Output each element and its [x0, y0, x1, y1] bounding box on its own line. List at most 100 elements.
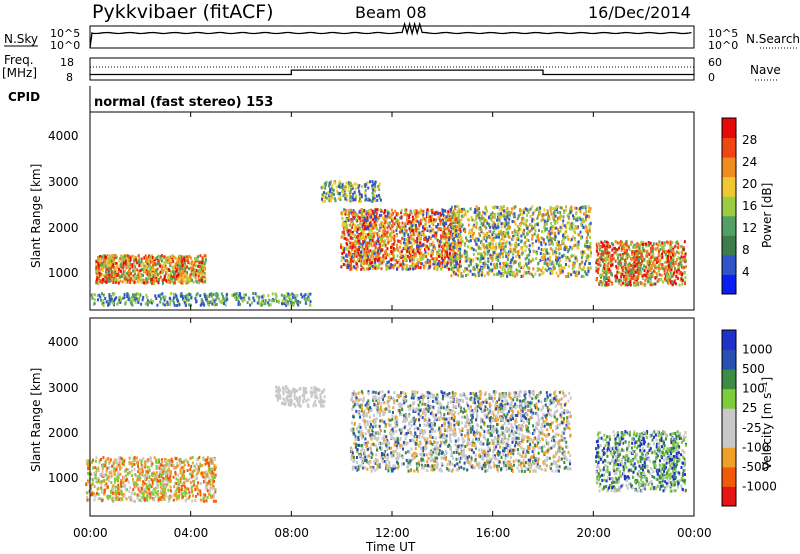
- scatter-mark: [506, 263, 509, 267]
- scatter-mark: [575, 206, 578, 210]
- scatter-mark: [463, 269, 466, 273]
- scatter-mark: [107, 259, 109, 263]
- scatter-mark: [149, 300, 151, 304]
- scatter-mark: [657, 269, 660, 273]
- scatter-mark: [422, 229, 425, 232]
- scatter-mark: [618, 246, 621, 250]
- scatter-mark: [670, 268, 673, 272]
- scatter-mark: [386, 264, 388, 268]
- scatter-mark: [445, 222, 448, 226]
- scatter-mark: [321, 197, 323, 201]
- scatter-mark: [413, 209, 416, 213]
- scatter-mark: [164, 255, 167, 259]
- scatter-mark: [134, 293, 137, 297]
- scatter-mark: [450, 274, 453, 278]
- scatter-mark: [605, 273, 608, 277]
- scatter-mark: [457, 212, 460, 215]
- scatter-mark: [432, 240, 435, 244]
- scatter-mark: [416, 262, 419, 266]
- scatter-mark: [339, 198, 342, 202]
- scatter-mark: [364, 225, 367, 228]
- scatter-mark: [587, 247, 590, 251]
- scatter-mark: [636, 262, 639, 266]
- scatter-mark: [633, 283, 636, 287]
- scatter-mark: [341, 245, 344, 249]
- scatter-mark: [650, 263, 653, 267]
- scatter-mark: [455, 234, 458, 237]
- scatter-mark: [400, 216, 403, 220]
- scatter-mark: [521, 246, 524, 249]
- scatter-mark: [650, 267, 653, 271]
- scatter-mark: [475, 238, 478, 242]
- scatter-mark: [348, 223, 351, 227]
- scatter-mark: [388, 216, 391, 219]
- scatter-mark: [465, 267, 468, 271]
- scatter-mark: [104, 272, 107, 276]
- scatter-mark: [668, 279, 671, 282]
- scatter-mark: [596, 258, 599, 262]
- scatter-mark: [345, 181, 348, 185]
- scatter-mark: [156, 273, 159, 276]
- scatter-mark: [120, 260, 123, 264]
- scatter-mark: [654, 270, 657, 274]
- scatter-mark: [570, 254, 573, 258]
- scatter-mark: [542, 218, 545, 221]
- scatter-mark: [600, 249, 603, 253]
- scatter-mark: [563, 211, 566, 215]
- noise-left-tick-top: 10^5: [50, 27, 80, 40]
- scatter-mark: [634, 262, 637, 266]
- scatter-mark: [380, 267, 383, 271]
- scatter-mark: [321, 193, 324, 197]
- scatter-mark: [109, 276, 112, 280]
- scatter-mark: [396, 254, 399, 258]
- scatter-mark: [461, 207, 463, 211]
- scatter-mark: [509, 261, 512, 265]
- scatter-mark: [209, 300, 212, 304]
- scatter-mark: [652, 282, 655, 286]
- scatter-mark: [343, 230, 345, 234]
- scatter-mark: [607, 276, 610, 280]
- scatter-mark: [96, 294, 99, 297]
- scatter-mark: [483, 217, 485, 221]
- scatter-mark: [505, 251, 507, 255]
- scatter-mark: [530, 228, 533, 232]
- scatter-mark: [445, 227, 448, 231]
- scatter-mark: [553, 207, 556, 211]
- scatter-mark: [542, 213, 545, 217]
- scatter-mark: [623, 282, 625, 286]
- scatter-mark: [138, 272, 141, 276]
- scatter-mark: [635, 253, 638, 257]
- scatter-mark: [497, 259, 500, 262]
- scatter-mark: [474, 274, 477, 278]
- scatter-mark: [480, 273, 483, 277]
- scatter-mark: [151, 281, 153, 285]
- scatter-mark: [215, 302, 218, 306]
- scatter-mark: [267, 294, 270, 298]
- scatter-mark: [115, 280, 117, 284]
- scatter-mark: [558, 243, 561, 247]
- scatter-mark: [559, 206, 562, 210]
- scatter-mark: [391, 229, 394, 233]
- scatter-mark: [352, 254, 355, 258]
- scatter-mark: [124, 277, 127, 281]
- scatter-mark: [459, 220, 462, 224]
- scatter-mark: [390, 257, 393, 261]
- scatter-mark: [321, 185, 324, 189]
- scatter-mark: [490, 218, 493, 222]
- scatter-mark: [180, 281, 183, 285]
- scatter-mark: [640, 262, 643, 265]
- scatter-mark: [439, 222, 442, 226]
- scatter-mark: [544, 229, 547, 233]
- scatter-mark: [508, 213, 511, 217]
- scatter-mark: [426, 239, 429, 243]
- scatter-mark: [640, 256, 643, 260]
- scatter-mark: [143, 268, 146, 272]
- scatter-mark: [342, 263, 345, 266]
- scatter-mark: [415, 209, 418, 213]
- scatter-mark: [637, 283, 640, 287]
- scatter-mark: [569, 207, 572, 211]
- scatter-mark: [626, 265, 629, 269]
- scatter-mark: [577, 216, 580, 220]
- scatter-mark: [598, 283, 601, 286]
- scatter-mark: [367, 244, 370, 248]
